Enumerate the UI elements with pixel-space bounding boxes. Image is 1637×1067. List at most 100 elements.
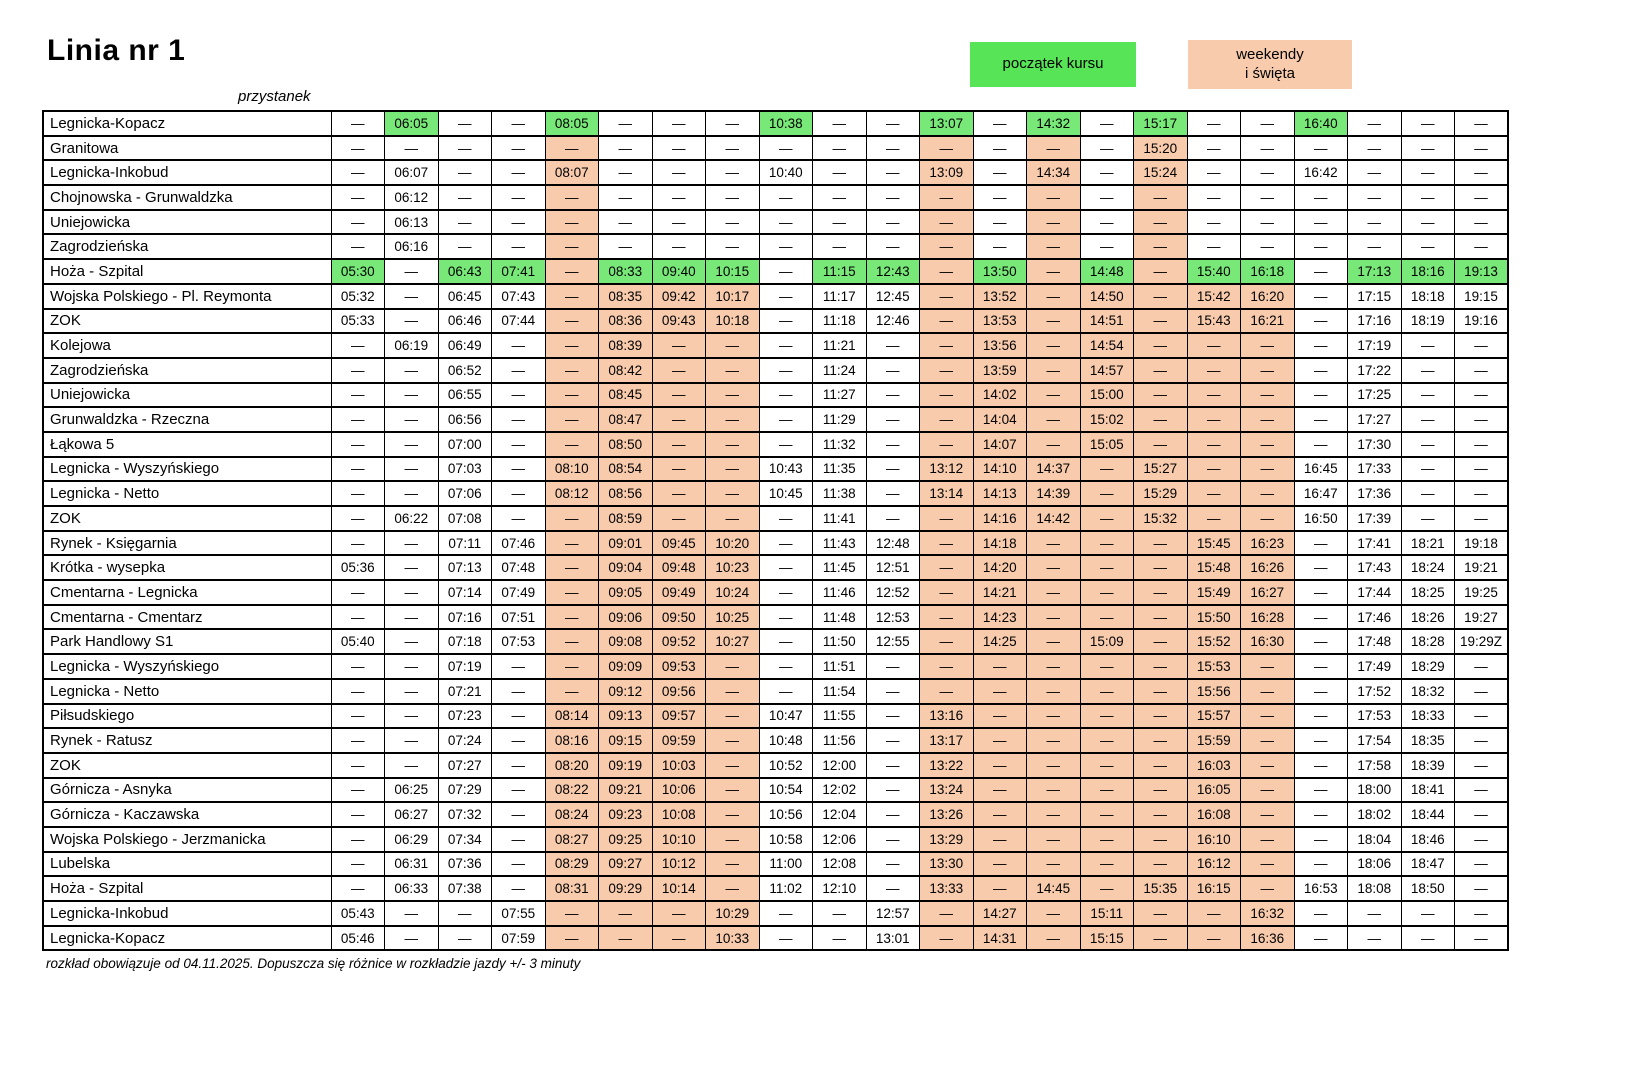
empty-cell: — xyxy=(865,653,920,680)
time-cell: 09:42 xyxy=(651,282,706,310)
empty-cell: — xyxy=(544,628,599,656)
time-cell: 13:56 xyxy=(972,332,1027,359)
empty-cell: — xyxy=(919,332,974,359)
empty-cell: — xyxy=(330,110,385,137)
time-cell: 12:00 xyxy=(812,751,867,779)
empty-cell: — xyxy=(1293,628,1348,656)
time-cell: 08:12 xyxy=(544,480,599,507)
empty-cell: — xyxy=(919,554,974,582)
course-start-cell: 19:13 xyxy=(1454,258,1509,285)
time-cell: 16:05 xyxy=(1186,776,1241,804)
time-cell: 09:06 xyxy=(598,603,653,631)
course-start-cell: 14:32 xyxy=(1026,110,1081,137)
empty-cell: — xyxy=(1293,258,1348,285)
time-cell: 13:16 xyxy=(919,702,974,730)
empty-cell: — xyxy=(1026,554,1081,582)
time-cell: 15:42 xyxy=(1186,282,1241,310)
legend-start-of-course: początek kursu xyxy=(970,42,1136,87)
empty-cell: — xyxy=(1400,381,1455,409)
empty-cell: — xyxy=(598,208,653,236)
empty-cell: — xyxy=(1079,110,1134,137)
time-cell: 08:56 xyxy=(598,480,653,507)
empty-cell: — xyxy=(598,184,653,211)
time-cell: 15:05 xyxy=(1079,430,1134,458)
time-cell: 14:10 xyxy=(972,455,1027,483)
empty-cell: — xyxy=(1186,208,1241,236)
time-cell: 15:57 xyxy=(1186,702,1241,730)
time-cell: 13:14 xyxy=(919,480,974,507)
empty-cell: — xyxy=(1133,356,1188,384)
empty-cell: — xyxy=(330,727,385,754)
empty-cell: — xyxy=(330,406,385,433)
timetable-body: Legnicka-Kopacz —06:05— —08:05— — —10:38— —13… xyxy=(42,110,1509,952)
empty-cell: — xyxy=(1079,554,1134,582)
time-cell: 18:32 xyxy=(1400,677,1455,705)
empty-cell: — xyxy=(865,751,920,779)
time-cell: 10:45 xyxy=(758,480,813,507)
stop-name-cell: Cmentarna - Legnicka xyxy=(42,579,332,606)
time-cell: 17:25 xyxy=(1347,381,1402,409)
empty-cell: — xyxy=(1026,332,1081,359)
empty-cell: — xyxy=(972,825,1027,853)
time-cell: 06:29 xyxy=(384,825,439,853)
course-start-cell: 16:18 xyxy=(1240,258,1295,285)
stop-name-cell: Legnicka-Kopacz xyxy=(42,110,332,137)
empty-cell: — xyxy=(1133,332,1188,359)
empty-cell: — xyxy=(491,702,546,730)
stop-name-cell: Legnicka - Wyszyńskiego xyxy=(42,653,332,680)
empty-cell: — xyxy=(1454,332,1509,359)
empty-cell: — xyxy=(1186,505,1241,532)
empty-cell: — xyxy=(1293,850,1348,878)
time-cell: 17:54 xyxy=(1347,727,1402,754)
empty-cell: — xyxy=(705,875,760,902)
empty-cell: — xyxy=(1400,924,1455,952)
time-cell: 08:14 xyxy=(544,702,599,730)
time-cell: 17:19 xyxy=(1347,332,1402,359)
time-cell: 18:21 xyxy=(1400,529,1455,557)
empty-cell: — xyxy=(1240,653,1295,680)
time-cell: 18:06 xyxy=(1347,850,1402,878)
empty-cell: — xyxy=(330,825,385,853)
stop-name-cell: Rynek - Ratusz xyxy=(42,727,332,754)
time-cell: 18:47 xyxy=(1400,850,1455,878)
empty-cell: — xyxy=(1133,233,1188,261)
time-cell: 06:45 xyxy=(437,282,492,310)
empty-cell: — xyxy=(758,900,813,927)
empty-cell: — xyxy=(972,677,1027,705)
empty-cell: — xyxy=(1026,727,1081,754)
empty-cell: — xyxy=(544,900,599,927)
empty-cell: — xyxy=(384,751,439,779)
time-cell: 08:20 xyxy=(544,751,599,779)
empty-cell: — xyxy=(919,529,974,557)
empty-cell: — xyxy=(972,159,1027,187)
time-cell: 18:02 xyxy=(1347,801,1402,828)
empty-cell: — xyxy=(384,529,439,557)
empty-cell: — xyxy=(1400,233,1455,261)
time-cell: 17:46 xyxy=(1347,603,1402,631)
empty-cell: — xyxy=(437,924,492,952)
empty-cell: — xyxy=(1400,455,1455,483)
course-start-cell: 07:41 xyxy=(491,258,546,285)
time-cell: 09:09 xyxy=(598,653,653,680)
empty-cell: — xyxy=(1026,381,1081,409)
empty-cell: — xyxy=(491,727,546,754)
empty-cell: — xyxy=(865,356,920,384)
time-cell: 16:08 xyxy=(1186,801,1241,828)
empty-cell: — xyxy=(598,134,653,162)
timetable-row: Rynek - Księgarnia — —07:11 07:46—09:01 09:4… xyxy=(42,529,1509,557)
empty-cell: — xyxy=(705,134,760,162)
empty-cell: — xyxy=(1293,702,1348,730)
time-cell: 16:28 xyxy=(1240,603,1295,631)
empty-cell: — xyxy=(1293,529,1348,557)
course-start-cell: 06:43 xyxy=(437,258,492,285)
time-cell: 13:52 xyxy=(972,282,1027,310)
time-cell: 12:04 xyxy=(812,801,867,828)
time-cell: 10:25 xyxy=(705,603,760,631)
empty-cell: — xyxy=(972,776,1027,804)
course-start-cell: 09:40 xyxy=(651,258,706,285)
time-cell: 18:50 xyxy=(1400,875,1455,902)
empty-cell: — xyxy=(384,282,439,310)
empty-cell: — xyxy=(330,134,385,162)
empty-cell: — xyxy=(330,529,385,557)
empty-cell: — xyxy=(919,208,974,236)
